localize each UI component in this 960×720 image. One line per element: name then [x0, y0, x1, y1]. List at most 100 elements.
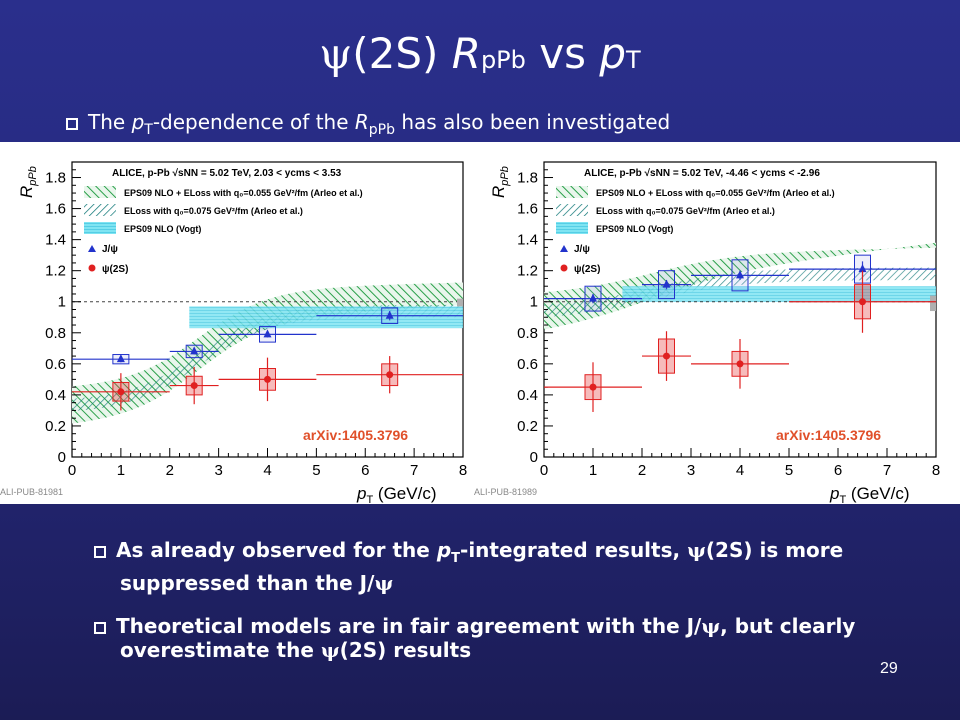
jpsi-marker [385, 310, 394, 319]
model-band-eps09-eloss [72, 282, 463, 424]
y-axis-label: RpPb [17, 166, 39, 198]
legend-label-eloss: ELoss with q₀=0.075 GeV²/fm (Arleo et al… [596, 206, 775, 216]
x-tick-label: 0 [68, 462, 76, 479]
x-tick-label: 3 [687, 462, 695, 479]
legend-label-jpsi: J/ψ [102, 244, 118, 255]
arxiv-label: arXiv:1405.3796 [776, 427, 881, 443]
x-tick-label: 0 [540, 462, 548, 479]
global-syst-box [930, 295, 936, 312]
publication-id: ALI-PUB-81989 [474, 487, 537, 497]
legend-marker-psi2s [88, 264, 96, 272]
figure-band: 0 1 2 3 4 5 6 7 8 0 0.2 0.4 0.6 0.8 1 1.2 1.4 1.6 1.8 RpPb p… [0, 142, 960, 506]
y-tick-label: 1.2 [45, 263, 66, 280]
x-tick-label: 1 [589, 462, 597, 479]
x-tick-label: 6 [361, 462, 369, 479]
y-tick-label: 0.4 [45, 387, 66, 404]
y-tick-label: 1 [58, 294, 66, 311]
b2-psi: ψ [687, 538, 706, 562]
psi2s-marker [663, 352, 670, 360]
title-main: (2S) [352, 29, 452, 78]
jpsi-marker [589, 293, 597, 302]
legend-label-jpsi: J/ψ [574, 244, 590, 255]
y-tick-label: 1.6 [45, 201, 66, 218]
jpsi-marker [263, 329, 272, 338]
intro-bullet: The pT-dependence of the RpPb has also b… [66, 110, 670, 142]
right-plot-panel: 0 1 2 3 4 5 6 7 8 0 0.2 0.4 0.6 0.8 1 1.2 1.4 1.6 1.8 RpPb p… [474, 161, 940, 506]
legend-marker-psi2s [560, 264, 568, 272]
psi2s-marker [589, 383, 597, 391]
title-vs: vs [525, 29, 600, 78]
intro-r: R [354, 110, 369, 134]
b3-text-2: , but clearly overestimate the [120, 614, 856, 662]
x-axis-label: pT (GeV/c) [356, 484, 437, 504]
y-tick-label: 0 [530, 449, 538, 466]
x-tick-label: 5 [312, 462, 320, 479]
bullet-checkbox-icon [66, 118, 78, 130]
b2-t-sub: T [451, 551, 461, 566]
x-tick-label: 3 [214, 462, 222, 479]
psi2s-marker [859, 298, 866, 306]
x-tick-label: 1 [117, 462, 125, 479]
y-tick-label: 0.8 [45, 325, 66, 342]
publication-id: ALI-PUB-81981 [0, 487, 63, 497]
b3-psi: ψ [701, 614, 721, 638]
legend-swatch-eps09-eloss [84, 186, 116, 198]
y-tick-label: 1.8 [45, 170, 66, 187]
y-tick-label: 0.2 [45, 418, 66, 435]
intro-text-2: -dependence of the [152, 110, 355, 134]
psi2s-marker [386, 371, 394, 379]
jpsi-marker [190, 346, 199, 355]
intro-p: p [131, 110, 145, 134]
x-tick-label: 6 [834, 462, 842, 479]
title-p-sub: T [626, 46, 641, 74]
legend-swatch-eps09-vogt [84, 222, 116, 234]
legend-label-psi2s: ψ(2S) [574, 264, 600, 275]
y-tick-label: 0.6 [45, 356, 66, 373]
x-tick-label: 8 [932, 462, 940, 479]
psi2s-marker [117, 388, 125, 396]
bullet-checkbox-icon [94, 622, 106, 634]
b3-text-3: (2S) results [339, 638, 472, 662]
title-psi: ψ [319, 29, 353, 78]
jpsi-marker [662, 279, 671, 288]
title-p: p [599, 29, 627, 78]
arxiv-label: arXiv:1405.3796 [303, 427, 408, 443]
y-tick-label: 1.6 [517, 201, 538, 218]
page-number: 29 [880, 660, 898, 677]
x-axis-label: pT (GeV/c) [829, 484, 910, 504]
psi2s-marker [736, 360, 744, 368]
b2-text-1: As already observed for the [116, 538, 437, 562]
legend-marker-jpsi [560, 245, 568, 252]
psi2s-marker [264, 375, 271, 383]
legend-label-eps09-eloss: EPS09 NLO + ELoss with q₀=0.055 GeV²/fm … [124, 188, 363, 198]
legend-label-eps09-vogt: EPS09 NLO (Vogt) [124, 224, 201, 234]
legend-label-eps09-eloss: EPS09 NLO + ELoss with q₀=0.055 GeV²/fm … [596, 188, 835, 198]
bullet-suppression: As already observed for the pT-integrate… [94, 538, 950, 595]
x-tick-label: 8 [459, 462, 467, 479]
intro-text-1: The [88, 110, 132, 134]
global-syst-box [457, 298, 463, 307]
y-tick-label: 1.4 [45, 232, 66, 249]
x-tick-label: 7 [883, 462, 891, 479]
legend-swatch-eloss [556, 204, 588, 216]
x-tick-label: 4 [263, 462, 271, 479]
x-tick-label: 7 [410, 462, 418, 479]
title-r: R [451, 29, 481, 78]
psi2s-marker [190, 382, 198, 390]
y-tick-label: 1.4 [517, 232, 538, 249]
y-tick-label: 0.2 [517, 418, 538, 435]
slide-title: ψ(2S) RpPb vs pT [0, 28, 960, 86]
b2-p: p [436, 538, 452, 562]
bullet-checkbox-icon [94, 546, 106, 558]
legend-marker-jpsi [88, 245, 96, 252]
intro-t-sub: T [144, 122, 153, 138]
model-band-eloss [544, 267, 936, 318]
b2-text-2: -integrated results, [460, 538, 688, 562]
legend-swatch-eps09-vogt [556, 222, 588, 234]
y-tick-label: 1.8 [517, 170, 538, 187]
figure-svg: 0 1 2 3 4 5 6 7 8 0 0.2 0.4 0.6 0.8 1 1.2 1.4 1.6 1.8 RpPb p… [0, 161, 940, 506]
y-tick-label: 1 [530, 294, 538, 311]
x-tick-label: 2 [638, 462, 646, 479]
b2-text-3: (2S) is more suppressed than the J/ [120, 538, 844, 595]
b3-text-1: Theoretical models are in fair agreement… [116, 614, 702, 638]
